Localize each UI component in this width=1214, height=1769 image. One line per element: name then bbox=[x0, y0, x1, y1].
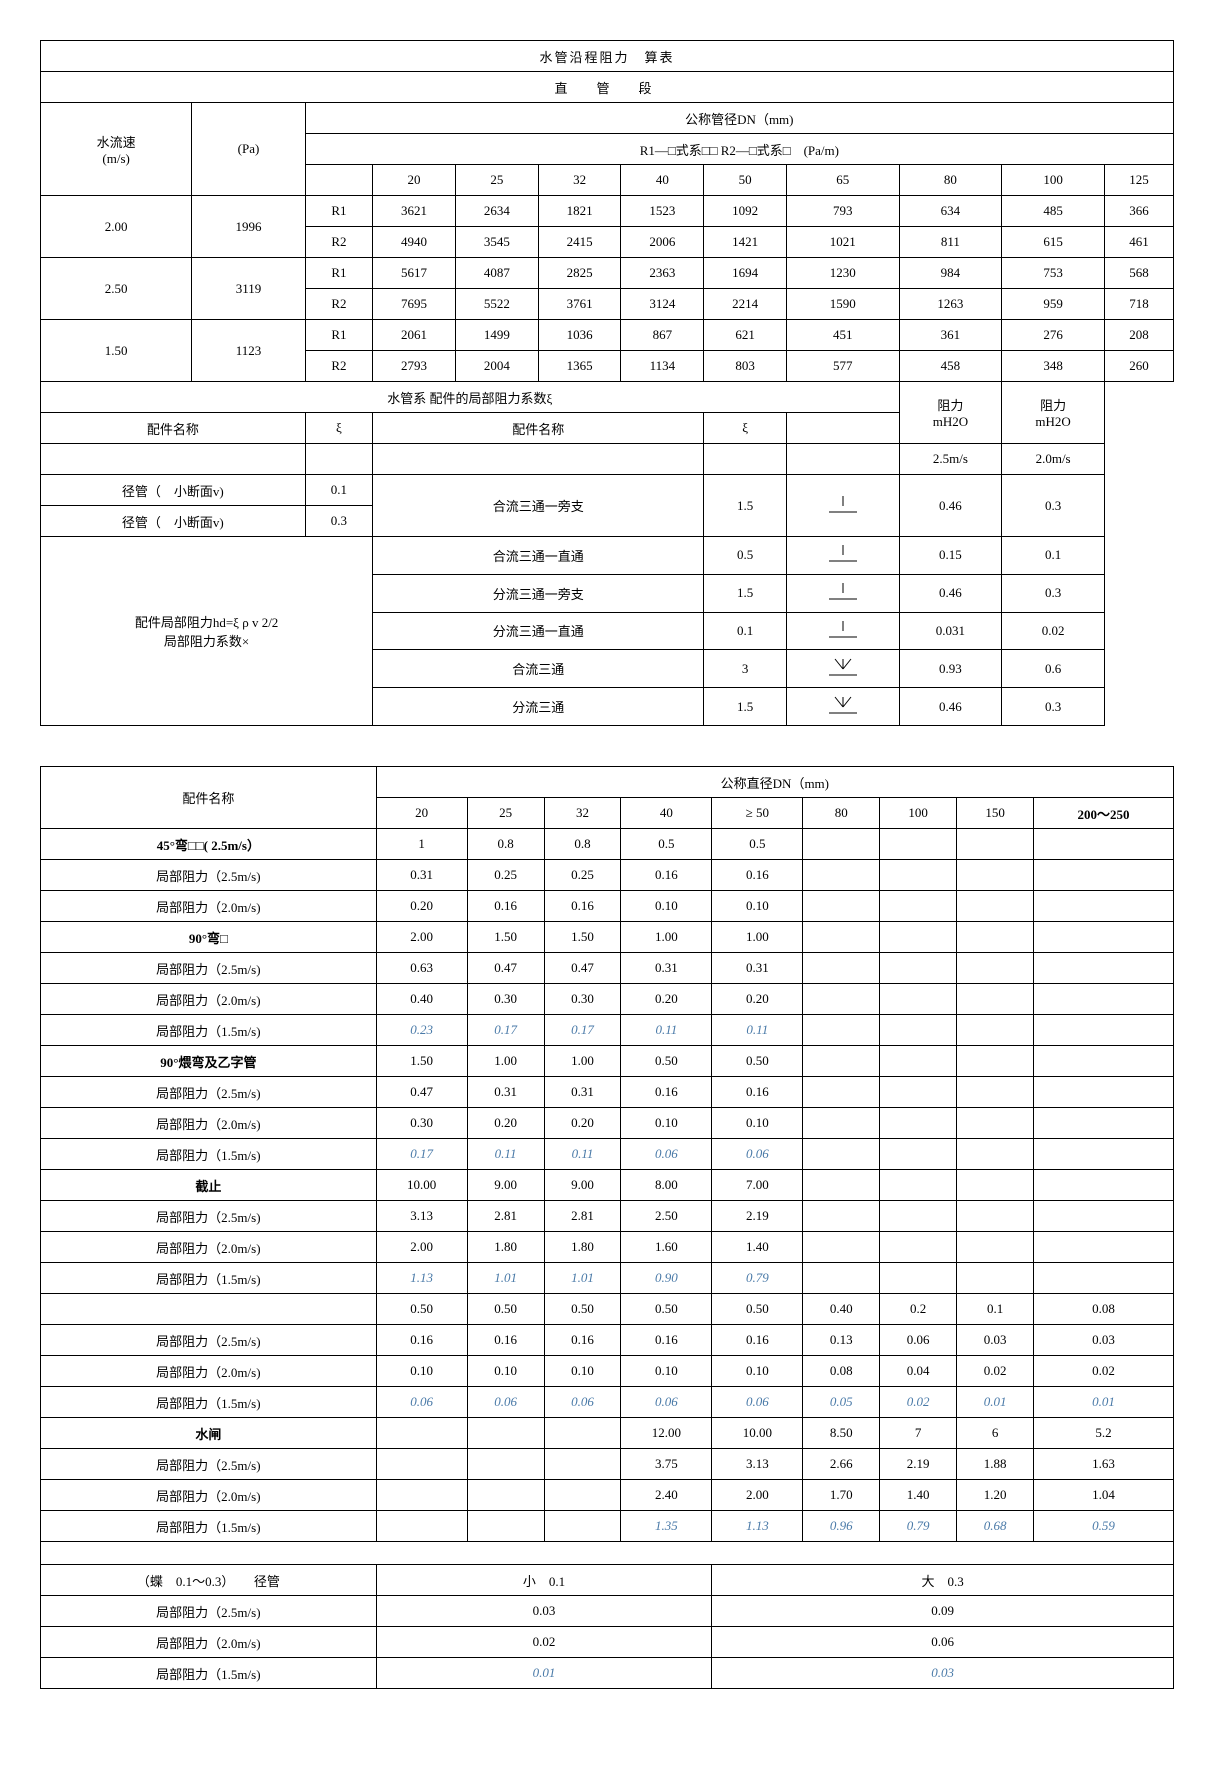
pa-label: (Pa) bbox=[192, 103, 305, 196]
table-row: 局部阻力（2.5m/s)0.160.160.160.160.160.130.06… bbox=[41, 1325, 1174, 1356]
formula-note: 配件局部阻力hd=ξ ρ v 2/2 局部阻力系数× bbox=[41, 537, 373, 726]
table-row: 局部阻力（2.5m/s)0.630.470.470.310.31 bbox=[41, 953, 1174, 984]
zeta-left: ξ bbox=[305, 413, 372, 444]
t2-dnlabel: 公称直径DN（mm) bbox=[376, 767, 1173, 798]
dn-col: 150 bbox=[957, 798, 1034, 829]
table-row: 局部阻力（1.5m/s)1.131.011.010.900.79 bbox=[41, 1263, 1174, 1294]
t1-title: 水管沿程阻力 算表 bbox=[41, 41, 1174, 72]
data-row: 1.501123R1206114991036867621451361276208 bbox=[41, 320, 1174, 351]
small-label: 小 0.1 bbox=[376, 1565, 712, 1596]
dn-col: 25 bbox=[455, 165, 538, 196]
big-label: 大 0.3 bbox=[712, 1565, 1174, 1596]
table-row: 局部阻力（2.0m/s)0.400.300.300.200.20 bbox=[41, 984, 1174, 1015]
table-row: 局部阻力（2.0m/s)2.402.001.701.401.201.04 bbox=[41, 1480, 1174, 1511]
dn-col: 100 bbox=[1002, 165, 1105, 196]
dn-col: 40 bbox=[621, 165, 704, 196]
fitting-title: 水管系 配件的局部阻力系数ξ bbox=[41, 382, 900, 413]
dn-col: 20 bbox=[373, 165, 456, 196]
dn-col: 100 bbox=[880, 798, 957, 829]
pipe-resistance-table: 水管沿程阻力 算表 直 管 段 水流速 (m/s) (Pa) 公称管径DN（mm… bbox=[40, 40, 1174, 726]
table-row: 局部阻力（2.5m/s)3.753.132.662.191.881.63 bbox=[41, 1449, 1174, 1480]
table-row: 截止10.009.009.008.007.00 bbox=[41, 1170, 1174, 1201]
speed-25: 2.5m/s bbox=[899, 444, 1002, 475]
dn-col: 20 bbox=[376, 798, 467, 829]
data-row: 2.503119R1561740872825236316941230984753… bbox=[41, 258, 1174, 289]
table-row: 局部阻力（1.5m/s)0.170.110.110.060.06 bbox=[41, 1139, 1174, 1170]
vel-label: 水流速 (m/s) bbox=[41, 103, 192, 196]
col-res2: 阻力 mH2O bbox=[1002, 382, 1105, 444]
col-name-left: 配件名称 bbox=[41, 413, 306, 444]
table-row: 局部阻力（1.5m/s)0.230.170.170.110.11 bbox=[41, 1015, 1174, 1046]
data-row: 2.001996R1362126341821152310927936344853… bbox=[41, 196, 1174, 227]
dn-col: 50 bbox=[704, 165, 787, 196]
dn-col: ≥ 50 bbox=[712, 798, 803, 829]
dn-col: 200～250 bbox=[1034, 798, 1174, 829]
table-row: 局部阻力（2.5m/s)0.470.310.310.160.16 bbox=[41, 1077, 1174, 1108]
dn-col: 32 bbox=[544, 798, 621, 829]
table-row: 0.500.500.500.500.500.400.20.10.08 bbox=[41, 1294, 1174, 1325]
table-row: 局部阻力（2.0m/s)0.100.100.100.100.100.080.04… bbox=[41, 1356, 1174, 1387]
table-row: 90°煨弯及乙字管1.501.001.000.500.50 bbox=[41, 1046, 1174, 1077]
table-row: 局部阻力（2.5m/s)0.030.09 bbox=[41, 1596, 1174, 1627]
t2-colname: 配件名称 bbox=[41, 767, 377, 829]
table-row: 局部阻力（1.5m/s)1.351.130.960.790.680.59 bbox=[41, 1511, 1174, 1542]
split-tee-icon bbox=[787, 688, 900, 726]
col-name-right: 配件名称 bbox=[373, 413, 704, 444]
dn-col: 25 bbox=[467, 798, 544, 829]
dn-col: 125 bbox=[1104, 165, 1173, 196]
table-row: 局部阻力（2.5m/s)3.132.812.812.502.19 bbox=[41, 1201, 1174, 1232]
col-res1: 阻力 mH2O bbox=[899, 382, 1002, 444]
table-row: 局部阻力（2.0m/s)0.020.06 bbox=[41, 1627, 1174, 1658]
r-formula: R1—□式系□□ R2—□式系□ (Pa/m) bbox=[305, 134, 1173, 165]
merge-tee-icon bbox=[787, 650, 900, 688]
dn-col: 32 bbox=[538, 165, 621, 196]
table-row: 局部阻力（1.5m/s)0.060.060.060.060.060.050.02… bbox=[41, 1387, 1174, 1418]
t1-section: 直 管 段 bbox=[41, 72, 1174, 103]
table-row: 局部阻力（1.5m/s)0.010.03 bbox=[41, 1658, 1174, 1689]
table-row: 局部阻力（2.5m/s)0.310.250.250.160.16 bbox=[41, 860, 1174, 891]
dn-label: 公称管径DN（mm) bbox=[305, 103, 1173, 134]
split-through-icon bbox=[787, 612, 900, 650]
fitting-table-2: 配件名称 公称直径DN（mm) 20253240≥ 5080100150200～… bbox=[40, 766, 1174, 1689]
dn-col: 65 bbox=[787, 165, 900, 196]
table-row: 水闸12.0010.008.50765.2 bbox=[41, 1418, 1174, 1449]
dn-col: 80 bbox=[899, 165, 1002, 196]
merge-through-icon bbox=[787, 537, 900, 575]
table-row: 局部阻力（2.0m/s)2.001.801.801.601.40 bbox=[41, 1232, 1174, 1263]
butterfly-label: （蝶 0.1～0.3） 径管 bbox=[41, 1565, 377, 1596]
zeta-right: ξ bbox=[704, 413, 787, 444]
table-row: 90°弯□2.001.501.501.001.00 bbox=[41, 922, 1174, 953]
table-row: 局部阻力（2.0m/s)0.200.160.160.100.10 bbox=[41, 891, 1174, 922]
merge-branch-icon bbox=[787, 475, 900, 537]
dn-col: 40 bbox=[621, 798, 712, 829]
speed-20: 2.0m/s bbox=[1002, 444, 1105, 475]
table-row: 45°弯□□( 2.5m/s）10.80.80.50.5 bbox=[41, 829, 1174, 860]
table-row: 局部阻力（2.0m/s)0.300.200.200.100.10 bbox=[41, 1108, 1174, 1139]
dn-col: 80 bbox=[803, 798, 880, 829]
split-branch-icon bbox=[787, 574, 900, 612]
